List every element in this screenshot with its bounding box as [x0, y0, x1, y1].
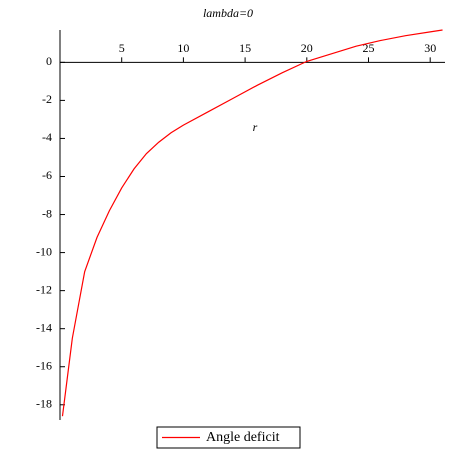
- y-tick-label: 0: [46, 54, 52, 68]
- x-tick-label: 5: [119, 41, 125, 55]
- y-tick-label: -4: [42, 130, 52, 144]
- x-tick-label: 20: [301, 41, 313, 55]
- y-tick-label: -16: [36, 358, 52, 372]
- y-tick-label: -12: [36, 282, 52, 296]
- x-tick-label: 30: [424, 41, 436, 55]
- y-tick-label: -18: [36, 397, 52, 411]
- x-tick-label: 10: [177, 41, 189, 55]
- chart-title: lambda=0: [203, 6, 253, 20]
- x-axis-label: r: [253, 120, 258, 134]
- y-tick-label: -2: [42, 92, 52, 106]
- line: [61, 29, 443, 417]
- y-tick-label: -10: [36, 244, 52, 258]
- legend-label: Angle deficit: [206, 430, 280, 445]
- y-tick-label: -14: [36, 320, 52, 334]
- y-tick-label: -8: [42, 206, 52, 220]
- legend: [156, 426, 301, 449]
- y-tick-label: -6: [42, 168, 52, 182]
- x-tick-label: 15: [239, 41, 251, 55]
